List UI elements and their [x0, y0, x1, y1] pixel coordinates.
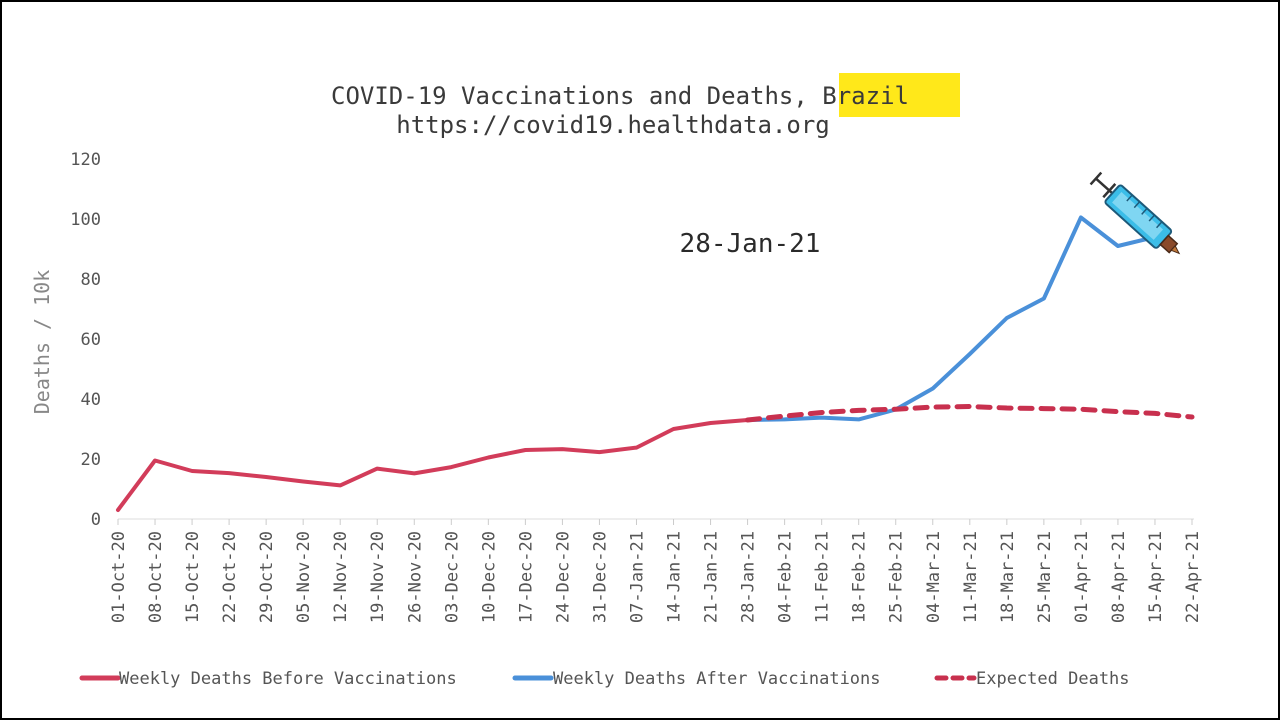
x-tick-label: 25-Feb-21 — [887, 531, 907, 623]
series-line-2 — [745, 404, 1195, 423]
x-tick-label: 21-Jan-21 — [702, 531, 722, 623]
x-tick-label: 28-Jan-21 — [739, 531, 759, 623]
x-tick-label: 10-Dec-20 — [479, 531, 499, 623]
legend-label-2: Expected Deaths — [976, 669, 1130, 689]
x-tick-label: 22-Oct-20 — [220, 531, 240, 623]
x-tick-label: 01-Oct-20 — [109, 531, 129, 623]
y-axis-ticks: 0 20 40 60 80 100 120 — [70, 150, 101, 530]
x-tick-label: 17-Dec-20 — [516, 531, 536, 623]
x-tick-label: 29-Oct-20 — [257, 531, 277, 623]
x-tick-label: 08-Oct-20 — [146, 531, 166, 623]
y-tick-label: 100 — [70, 210, 101, 230]
x-tick-label: 05-Nov-20 — [294, 531, 314, 623]
syringe-icon — [1089, 171, 1181, 255]
x-tick-label: 11-Mar-21 — [961, 531, 981, 623]
x-tick-label: 15-Apr-21 — [1146, 531, 1166, 623]
chart-title: COVID-19 Vaccinations and Deaths, Brazil… — [331, 73, 960, 139]
x-tick-label: 14-Jan-21 — [665, 531, 685, 623]
series-line-0 — [116, 418, 750, 512]
legend-label-1: Weekly Deaths After Vaccinations — [553, 669, 881, 689]
x-tick-label: 19-Nov-20 — [368, 531, 388, 623]
x-tick-label: 08-Apr-21 — [1109, 531, 1129, 623]
title-line-1: COVID-19 Vaccinations and Deaths, Brazil — [331, 82, 909, 110]
date-annotation: 28-Jan-21 — [680, 229, 821, 259]
y-axis-label: Deaths / 10k — [30, 270, 54, 415]
x-tick-label: 26-Nov-20 — [405, 531, 425, 623]
title-line-2: https://covid19.healthdata.org — [396, 111, 829, 139]
series-layer — [116, 215, 1195, 512]
x-tick-label: 18-Feb-21 — [850, 531, 870, 623]
x-tick-label: 25-Mar-21 — [1035, 531, 1055, 623]
x-tick-label: 04-Mar-21 — [924, 531, 944, 623]
legend-label-0: Weekly Deaths Before Vaccinations — [119, 669, 457, 689]
y-tick-label: 60 — [81, 330, 101, 350]
x-tick-label: 31-Dec-20 — [590, 531, 610, 623]
title-highlight-country: Brazil — [822, 82, 909, 110]
x-tick-label: 24-Dec-20 — [553, 531, 573, 623]
x-axis-ticks: 01-Oct-20 08-Oct-20 15-Oct-20 22-Oct-20 29-O… — [109, 519, 1203, 623]
x-tick-label: 07-Jan-21 — [627, 531, 647, 623]
y-tick-label: 20 — [81, 450, 101, 470]
x-tick-label: 15-Oct-20 — [183, 531, 203, 623]
y-tick-label: 80 — [81, 270, 101, 290]
x-tick-label: 01-Apr-21 — [1072, 531, 1092, 623]
y-tick-label: 0 — [91, 510, 101, 530]
legend: Weekly Deaths Before Vaccinations Weekly … — [79, 669, 1130, 689]
y-tick-label: 120 — [70, 150, 101, 170]
x-tick-label: 04-Feb-21 — [776, 531, 796, 623]
y-tick-label: 40 — [81, 390, 101, 410]
title-highlight-box — [839, 73, 960, 117]
series-line-1 — [745, 215, 1157, 422]
x-tick-label: 11-Feb-21 — [813, 531, 833, 623]
x-tick-label: 03-Dec-20 — [442, 531, 462, 623]
x-tick-label: 12-Nov-20 — [331, 531, 351, 623]
x-tick-label: 22-Apr-21 — [1183, 531, 1203, 623]
title-line-1-prefix: COVID-19 Vaccinations and Deaths, — [331, 82, 822, 110]
x-tick-label: 18-Mar-21 — [998, 531, 1018, 623]
